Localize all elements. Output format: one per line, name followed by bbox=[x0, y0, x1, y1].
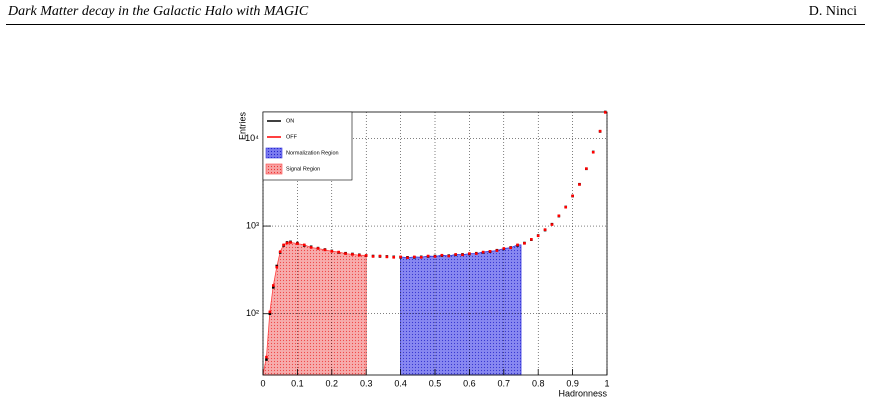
plot-frame bbox=[262, 111, 608, 376]
data-point bbox=[578, 183, 581, 186]
data-point bbox=[564, 205, 568, 209]
legend-label: Normalization Region bbox=[286, 150, 339, 156]
data-point bbox=[454, 253, 457, 256]
data-point bbox=[265, 358, 268, 361]
data-point bbox=[272, 286, 275, 289]
region-fill bbox=[262, 242, 367, 376]
data-point bbox=[516, 243, 519, 247]
data-point bbox=[474, 252, 478, 255]
x-tick-label: 0.6 bbox=[463, 378, 476, 388]
x-tick-label: 0.7 bbox=[498, 378, 511, 388]
data-point bbox=[351, 253, 354, 256]
data-point bbox=[385, 255, 389, 259]
data-point bbox=[285, 241, 289, 245]
running-author: D. Ninci bbox=[808, 4, 857, 19]
data-point bbox=[530, 238, 533, 241]
data-point bbox=[358, 253, 361, 257]
running-title: Dark Matter decay in the Galactic Halo w… bbox=[8, 4, 309, 19]
legend-swatch bbox=[265, 147, 283, 159]
data-point bbox=[461, 253, 464, 257]
data-point bbox=[330, 250, 334, 253]
data-point bbox=[275, 265, 279, 269]
legend-label: Signal Region bbox=[286, 166, 320, 172]
data-point bbox=[413, 255, 416, 259]
data-point bbox=[392, 256, 396, 259]
data-point bbox=[603, 111, 607, 114]
data-point bbox=[509, 246, 512, 250]
data-point bbox=[371, 255, 375, 258]
x-tick-label: 0.5 bbox=[429, 378, 442, 388]
data-point bbox=[557, 214, 561, 218]
x-tick-label: 0.3 bbox=[360, 378, 373, 388]
data-point bbox=[447, 254, 451, 258]
data-point bbox=[323, 248, 327, 252]
data-point bbox=[316, 247, 320, 250]
x-tick-label: 0.9 bbox=[566, 378, 579, 388]
data-point bbox=[495, 249, 499, 252]
legend-label: ON bbox=[286, 118, 294, 124]
data-point bbox=[406, 256, 409, 260]
y-tick-label: 10³ bbox=[246, 220, 259, 230]
data-point bbox=[543, 228, 547, 231]
x-tick-label: 0.8 bbox=[532, 378, 545, 388]
data-point bbox=[302, 243, 306, 247]
data-point bbox=[364, 254, 368, 257]
data-point bbox=[282, 243, 285, 247]
x-tick-label: 0.2 bbox=[326, 378, 339, 388]
data-point bbox=[523, 242, 526, 245]
data-point bbox=[468, 252, 471, 255]
data-point bbox=[419, 256, 423, 259]
legend-swatch bbox=[265, 163, 283, 175]
data-point bbox=[481, 250, 485, 254]
data-point bbox=[265, 355, 268, 359]
data-point bbox=[571, 194, 574, 198]
x-tick-label: 0 bbox=[260, 378, 265, 388]
data-point bbox=[399, 255, 402, 259]
data-point bbox=[278, 250, 282, 253]
y-tick-label: 10² bbox=[246, 308, 259, 318]
region-fill bbox=[400, 244, 522, 376]
data-point bbox=[344, 252, 347, 255]
data-point bbox=[502, 247, 506, 250]
data-point bbox=[268, 312, 272, 316]
data-point bbox=[289, 241, 292, 244]
x-tick-label: 0.1 bbox=[291, 378, 304, 388]
data-point bbox=[550, 223, 554, 226]
data-point bbox=[296, 242, 299, 245]
data-point bbox=[309, 246, 313, 249]
data-point bbox=[433, 255, 437, 258]
data-point bbox=[426, 254, 430, 258]
x-axis-label: Hadronness bbox=[558, 388, 607, 398]
y-tick-label: 10⁴ bbox=[245, 133, 259, 143]
legend-label: OFF bbox=[286, 134, 298, 140]
x-tick-label: 0.4 bbox=[394, 378, 407, 388]
data-point bbox=[536, 234, 540, 238]
x-tick-label: 1 bbox=[604, 378, 609, 388]
data-point bbox=[272, 284, 275, 287]
data-point bbox=[598, 129, 602, 133]
data-point bbox=[378, 254, 382, 258]
data-point bbox=[337, 250, 340, 254]
data-point bbox=[268, 310, 272, 314]
data-point bbox=[585, 167, 588, 170]
data-point bbox=[591, 150, 595, 154]
y-axis-label: Entries bbox=[237, 112, 247, 141]
data-point bbox=[488, 250, 492, 253]
data-point bbox=[440, 253, 444, 257]
header-rule bbox=[6, 24, 865, 25]
